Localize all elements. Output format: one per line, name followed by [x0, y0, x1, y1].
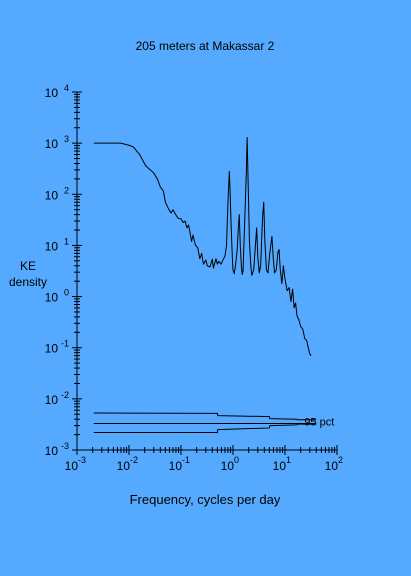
y-axis-label-line-1: KE	[20, 259, 36, 273]
x-tick-label: 10	[273, 459, 287, 473]
y-tick-exponent: 0	[64, 288, 69, 298]
x-tick-label: 10	[325, 459, 339, 473]
y-tick-label: 10	[45, 188, 59, 202]
y-tick-label: 10	[45, 291, 59, 305]
confidence-line	[93, 423, 317, 433]
x-axis-label: Frequency, cycles per day	[130, 492, 281, 507]
x-tick-exponent: 2	[338, 455, 343, 465]
y-tick-label: 10	[45, 86, 59, 100]
y-tick-label: 10	[45, 393, 59, 407]
x-tick-exponent: -2	[130, 455, 138, 465]
x-tick-exponent: 1	[286, 455, 291, 465]
y-tick-label: 10	[45, 444, 59, 458]
y-tick-label: 10	[45, 239, 59, 253]
x-tick-exponent: 0	[234, 455, 239, 465]
x-tick-label: 10	[65, 459, 79, 473]
y-axis-label-line-2: density	[9, 275, 47, 289]
chart-title: 205 meters at Makassar 2	[136, 39, 275, 53]
y-tick-exponent: 4	[64, 83, 69, 93]
plot-area: 95 pct	[93, 136, 334, 433]
y-tick-exponent: 1	[64, 236, 69, 246]
x-tick-exponent: -1	[182, 455, 190, 465]
y-tick-exponent: 3	[64, 134, 69, 144]
x-tick-label: 10	[169, 459, 183, 473]
y-tick-exponent: 2	[64, 185, 69, 195]
y-tick-label: 10	[45, 137, 59, 151]
y-tick-exponent: -3	[61, 441, 69, 451]
x-tick-label: 10	[221, 459, 235, 473]
spectrum-line	[93, 136, 312, 356]
annotation-95-pct: 95 pct	[304, 416, 334, 428]
axes	[72, 91, 338, 455]
x-tick-exponent: -3	[78, 455, 86, 465]
tick-labels: 10 -310 -210 -110 010 110 210 310 410 -3 10 -2 10 -1 1…	[45, 83, 343, 473]
y-tick-label: 10	[45, 342, 59, 356]
confidence-line	[93, 412, 317, 421]
y-tick-exponent: -2	[61, 390, 69, 400]
x-tick-label: 10	[117, 459, 131, 473]
y-tick-exponent: -1	[61, 339, 69, 349]
